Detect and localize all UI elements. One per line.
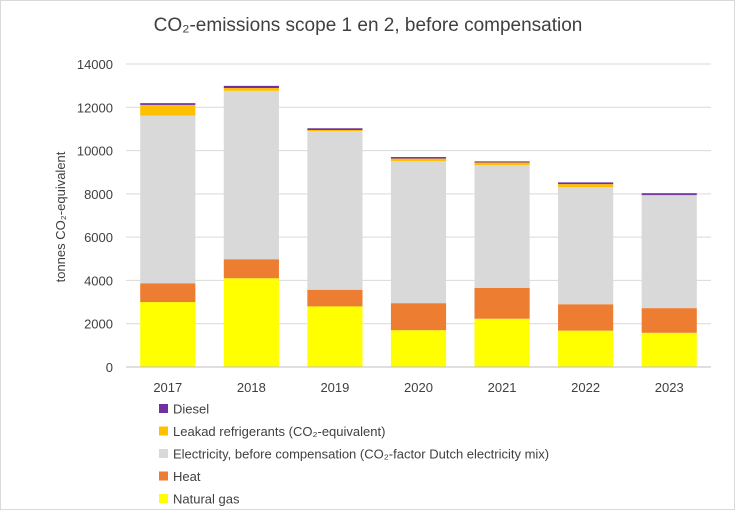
bar-segment-2022-0 (558, 330, 614, 367)
bar-segment-2017-1 (140, 283, 196, 303)
x-tick-label: 2021 (488, 380, 517, 395)
bar-segment-2021-1 (474, 288, 530, 319)
y-tick-label: 6000 (84, 230, 113, 245)
bar-segment-2019-4 (307, 128, 363, 131)
legend-swatch (159, 404, 168, 413)
bar-segment-2023-2 (641, 195, 697, 309)
bar-segment-2022-3 (558, 184, 614, 188)
bar-segment-2018-4 (223, 85, 279, 89)
x-tick-label: 2018 (237, 380, 266, 395)
bar-segment-2022-2 (558, 187, 614, 305)
y-tick-labels: 0 2000 4000 6000 8000 10000 12000 14000 (77, 57, 113, 375)
y-tick-label: 0 (106, 360, 113, 375)
bar-segment-2022-1 (558, 304, 614, 331)
bar-segment-2020-4 (390, 157, 447, 159)
bar-segment-2021-3 (474, 162, 530, 166)
bar-segment-2023-1 (641, 308, 697, 333)
bar-segment-2019-1 (307, 289, 363, 307)
legend-label: Leakad refrigerants (CO₂-equivalent) (173, 424, 385, 439)
legend-swatch (159, 471, 168, 481)
legend-label: Natural gas (173, 492, 240, 507)
bar-segment-2021-2 (474, 165, 530, 288)
bar-segment-2018-3 (223, 88, 279, 91)
legend-swatch (159, 494, 168, 503)
bars (140, 85, 697, 367)
bar-segment-2020-1 (390, 303, 447, 331)
bar-segment-2020-0 (390, 330, 447, 367)
legend-label: Electricity, before compensation (CO₂-fa… (173, 447, 549, 462)
bar-segment-2021-0 (474, 318, 530, 367)
bar-segment-2018-1 (223, 259, 279, 279)
y-tick-label: 12000 (77, 100, 113, 115)
y-tick-label: 2000 (84, 317, 113, 332)
bar-segment-2017-3 (140, 104, 196, 116)
x-tick-label: 2017 (153, 380, 182, 395)
bar-segment-2017-4 (140, 103, 196, 105)
legend-label: Diesel (173, 402, 209, 417)
bar-segment-2020-2 (390, 161, 447, 304)
bar-segment-2019-3 (307, 130, 363, 132)
x-tick-label: 2019 (320, 380, 349, 395)
bar-segment-2023-3 (641, 194, 697, 196)
x-tick-labels: 2017 2018 2019 2020 2021 2022 2023 (153, 380, 683, 395)
bar-segment-2017-2 (140, 115, 196, 284)
y-tick-label: 10000 (77, 144, 113, 159)
bar-segment-2019-0 (307, 306, 363, 367)
y-tick-label: 4000 (84, 273, 113, 288)
legend-swatch (159, 449, 168, 458)
bar-segment-2018-2 (223, 90, 279, 260)
bar-segment-2022-4 (558, 182, 614, 185)
y-tick-label: 14000 (77, 57, 113, 72)
bar-segment-2018-0 (223, 278, 279, 367)
bar-segment-2021-4 (474, 161, 530, 163)
x-tick-label: 2023 (655, 380, 684, 395)
bar-segment-2023-0 (641, 332, 697, 367)
legend: Diesel Leakad refrigerants (CO₂-equivalen… (159, 402, 549, 507)
y-tick-label: 8000 (84, 187, 113, 202)
bar-segment-2020-3 (390, 158, 447, 162)
bar-segment-2017-0 (140, 302, 196, 367)
bar-segment-2019-2 (307, 131, 363, 290)
bar-segment-2023-4 (641, 193, 697, 195)
chart-title: CO₂-emissions scope 1 en 2, before compe… (154, 15, 583, 36)
x-tick-label: 2020 (404, 380, 433, 395)
y-axis-label: tonnes CO₂-equivalent (53, 151, 68, 282)
legend-swatch (159, 426, 168, 436)
x-tick-label: 2022 (571, 380, 600, 395)
legend-label: Heat (173, 469, 201, 484)
